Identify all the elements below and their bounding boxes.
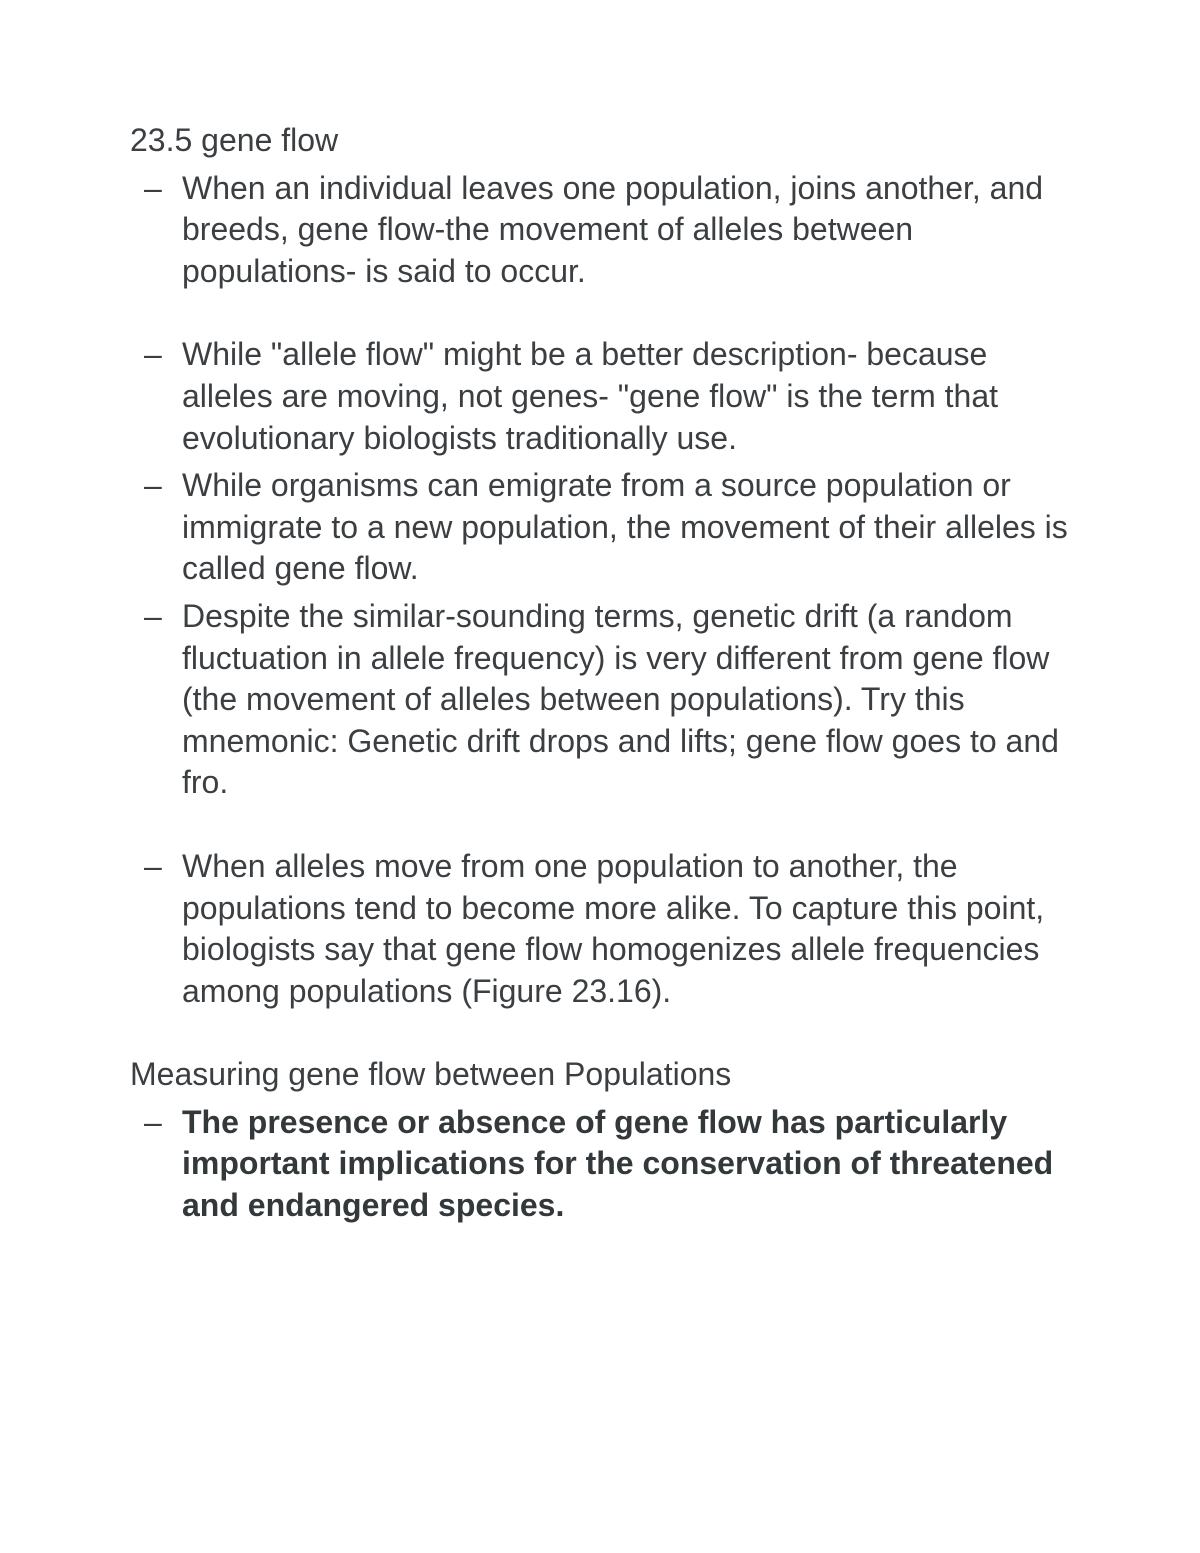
list-item-text: Despite the similar-sounding terms, gene…: [182, 598, 1059, 800]
list-item-text: When an individual leaves one population…: [182, 170, 1043, 289]
list-item: While "allele flow" might be a better de…: [182, 334, 1070, 459]
list-item: The presence or absence of gene flow has…: [182, 1102, 1070, 1227]
list-item: While organisms can emigrate from a sour…: [182, 465, 1070, 590]
list-item: When an individual leaves one population…: [182, 168, 1070, 293]
document-page: 23.5 gene flow When an individual leaves…: [0, 0, 1200, 1553]
list-item-text: While "allele flow" might be a better de…: [182, 336, 998, 455]
section-heading: Measuring gene flow between Populations: [130, 1054, 1070, 1096]
bullet-list: When an individual leaves one population…: [130, 168, 1070, 1013]
list-item-text-bold: The presence or absence of gene flow has…: [182, 1104, 1053, 1223]
bullet-list: The presence or absence of gene flow has…: [130, 1102, 1070, 1227]
list-item-text: While organisms can emigrate from a sour…: [182, 467, 1068, 586]
section-gap: [130, 1018, 1070, 1054]
list-item-text: When alleles move from one population to…: [182, 848, 1044, 1009]
section-heading: 23.5 gene flow: [130, 120, 1070, 162]
list-item: When alleles move from one population to…: [182, 846, 1070, 1012]
list-item: Despite the similar-sounding terms, gene…: [182, 596, 1070, 804]
